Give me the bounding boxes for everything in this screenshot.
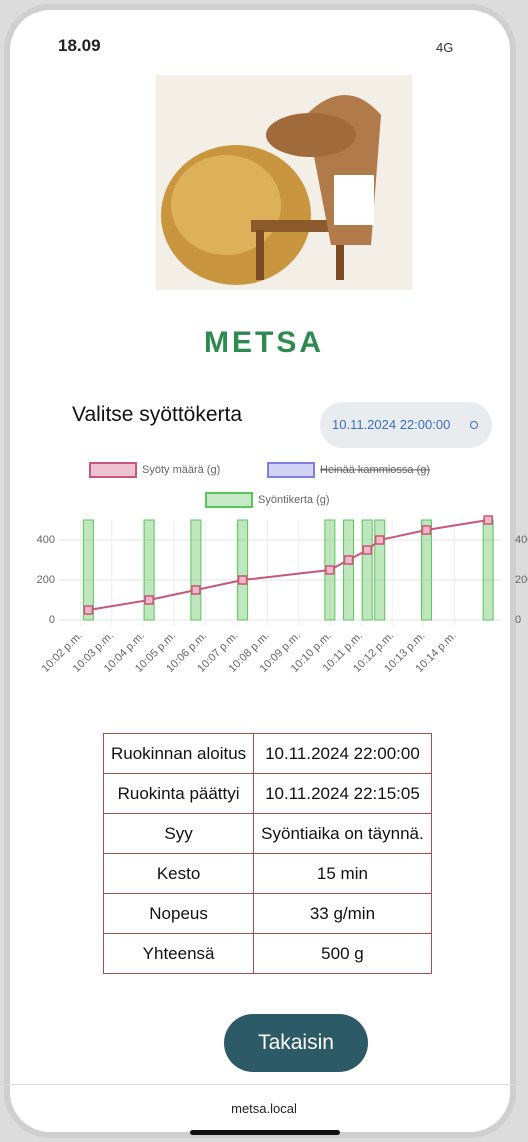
title: METSA bbox=[204, 326, 324, 359]
bar bbox=[343, 519, 355, 621]
cell: Nopeus bbox=[102, 893, 255, 934]
legend-swatch bbox=[89, 462, 137, 478]
point bbox=[374, 535, 385, 545]
legend-label: Heinää kammiossa (g) bbox=[320, 464, 430, 476]
table-row: Nopeus 33 g/min bbox=[102, 893, 432, 934]
legend-swatch bbox=[205, 492, 253, 508]
legend-label: Syöty määrä (g) bbox=[142, 464, 220, 476]
bar bbox=[237, 519, 249, 621]
cell: Yhteensä bbox=[102, 933, 255, 974]
point bbox=[362, 545, 372, 555]
point bbox=[325, 565, 335, 575]
table-row: Syy Syöntiaika on täynnä. bbox=[102, 813, 432, 854]
bar bbox=[190, 519, 202, 621]
url: metsa.local bbox=[231, 1101, 297, 1116]
cell: Ruokinta päättyi bbox=[102, 773, 255, 814]
back-button[interactable]: Takaisin bbox=[224, 1014, 368, 1072]
cell: Syy bbox=[102, 813, 255, 854]
y2-tick-label: 200 bbox=[515, 574, 528, 586]
summary-table: Ruokinnan aloitus 10.11.2024 22:00:00 Ruo… bbox=[102, 733, 432, 974]
table-row: Ruokinnan aloitus 10.11.2024 22:00:00 bbox=[102, 733, 432, 774]
cell: 10.11.2024 22:15:05 bbox=[253, 773, 432, 814]
y-tick-label: 0 bbox=[49, 614, 55, 626]
cell: Kesto bbox=[102, 853, 255, 894]
table-row: Kesto 15 min bbox=[102, 853, 432, 894]
status-time: 18.09 bbox=[58, 36, 101, 55]
cell: 500 g bbox=[253, 933, 432, 974]
legend-label: Syöntikerta (g) bbox=[258, 494, 330, 506]
y-tick-label: 200 bbox=[37, 574, 55, 586]
y2-tick-label: 0 bbox=[515, 614, 521, 626]
bar bbox=[482, 519, 494, 621]
bar bbox=[420, 519, 432, 621]
illustration bbox=[156, 75, 412, 290]
y2-tick-label: 400 bbox=[515, 534, 528, 546]
point bbox=[483, 515, 493, 525]
table-row: Ruokinta päättyi 10.11.2024 22:15:05 bbox=[102, 773, 432, 814]
table-row: Yhteensä 500 g bbox=[102, 933, 432, 974]
line bbox=[88, 519, 489, 611]
chart: 0200400020040010:02 p.m.10:03 p.m.10:04 … bbox=[37, 462, 528, 675]
bar bbox=[143, 519, 155, 621]
bar bbox=[82, 519, 94, 621]
footer-divider bbox=[0, 1084, 528, 1085]
point bbox=[144, 595, 154, 605]
legend-swatch bbox=[267, 462, 315, 478]
bar bbox=[361, 519, 373, 621]
cell: Syöntiaika on täynnä. bbox=[253, 813, 432, 854]
y-tick-label: 400 bbox=[37, 534, 55, 546]
status-network: 4G bbox=[436, 40, 454, 55]
select[interactable]: 10.11.2024 22:00:00 bbox=[320, 402, 492, 448]
point bbox=[83, 605, 94, 615]
cell: 33 g/min bbox=[253, 893, 432, 934]
cell: Ruokinnan aloitus bbox=[102, 733, 255, 774]
select-label: Valitse syöttökerta bbox=[72, 403, 243, 426]
point bbox=[343, 555, 354, 565]
cell: 10.11.2024 22:00:00 bbox=[253, 733, 432, 774]
home-indicator bbox=[190, 1130, 340, 1135]
cell: 15 min bbox=[253, 853, 432, 894]
bar bbox=[374, 519, 386, 621]
point bbox=[237, 575, 248, 585]
point bbox=[191, 585, 201, 595]
point bbox=[421, 525, 432, 535]
